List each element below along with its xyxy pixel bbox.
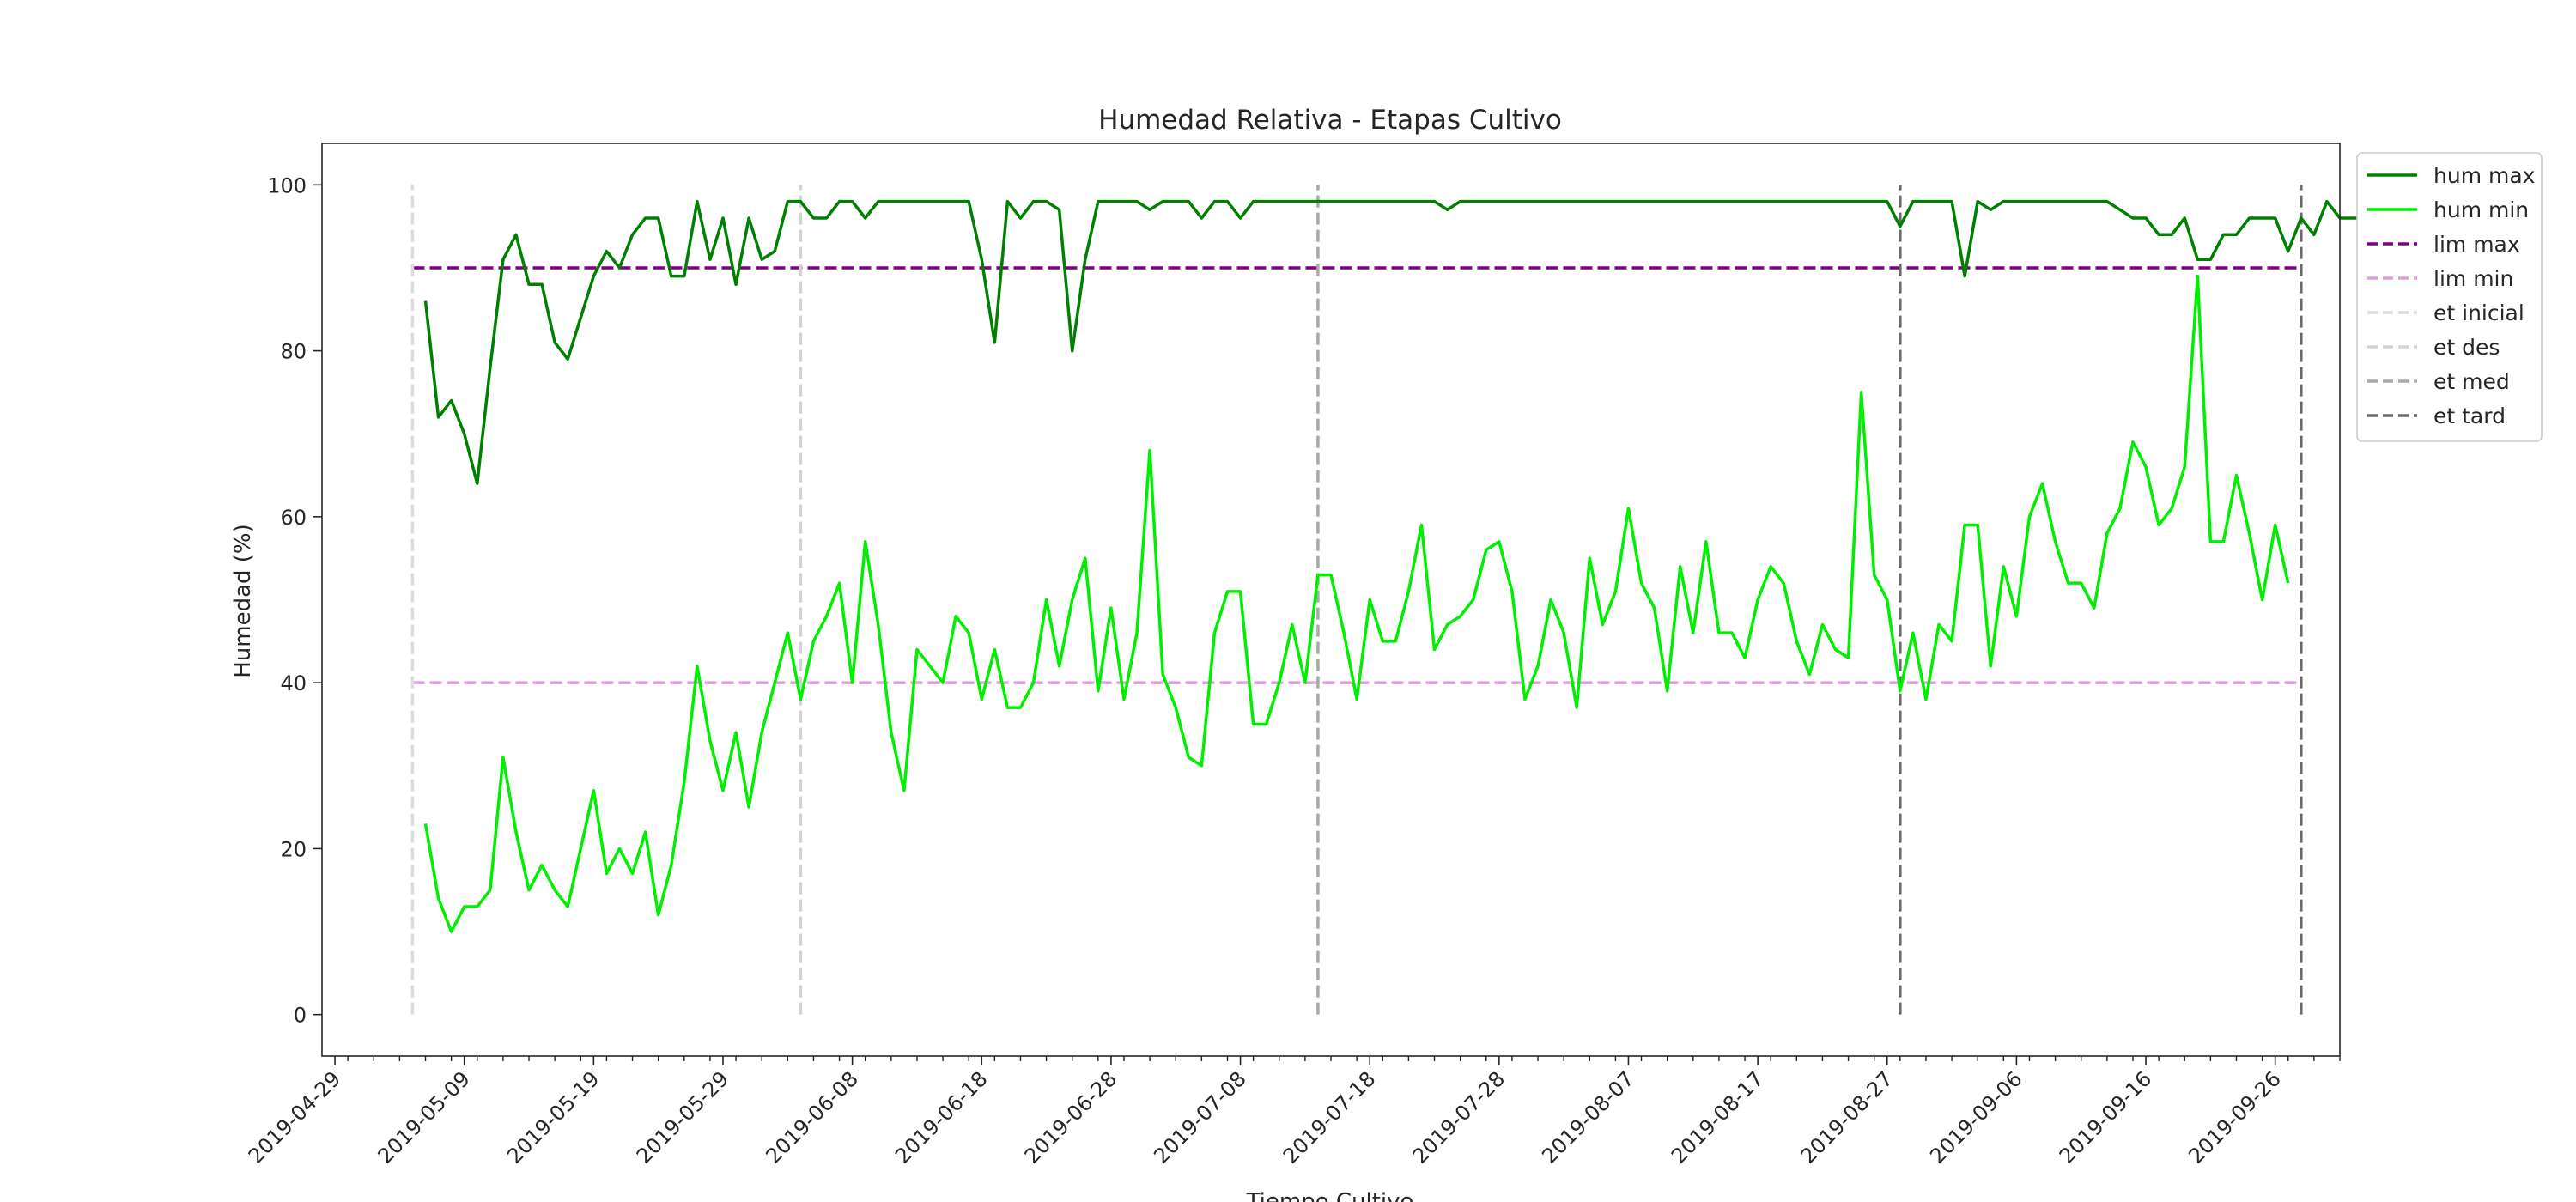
legend-label-lim-min: lim min — [2433, 266, 2513, 291]
y-axis-label: Humedad (%) — [230, 524, 256, 678]
series-hum-min-line — [423, 274, 2290, 933]
series-hum-max-line — [423, 199, 2471, 485]
legend-label-et-inicial: et inicial — [2433, 300, 2524, 325]
plot-marks — [410, 185, 2471, 1015]
y-tick-label: 60 — [280, 506, 307, 530]
legend-label-et-med: et med — [2433, 369, 2510, 394]
y-tick-label: 0 — [294, 1004, 307, 1028]
legend-label-hum-max: hum max — [2433, 163, 2535, 188]
legend-frame — [2356, 152, 2543, 442]
y-tick-label: 80 — [280, 340, 307, 364]
x-axis-label: Tiempo Cultivo — [1246, 1189, 1414, 1202]
chart-title: Humedad Relativa - Etapas Cultivo — [1098, 105, 1562, 136]
y-tick-label: 100 — [267, 173, 307, 197]
legend: hum max hum min lim max lim min et inicial et… — [2356, 152, 2543, 442]
y-axis: 0 20 40 60 80 100 — [267, 173, 322, 1028]
legend-label-et-des: et des — [2433, 335, 2500, 360]
legend-label-lim-max: lim max — [2433, 232, 2520, 257]
legend-label-et-tard: et tard — [2433, 404, 2506, 428]
y-tick-label: 20 — [280, 837, 307, 861]
y-tick-label: 40 — [280, 671, 307, 695]
legend-label-hum-min: hum min — [2433, 197, 2529, 222]
